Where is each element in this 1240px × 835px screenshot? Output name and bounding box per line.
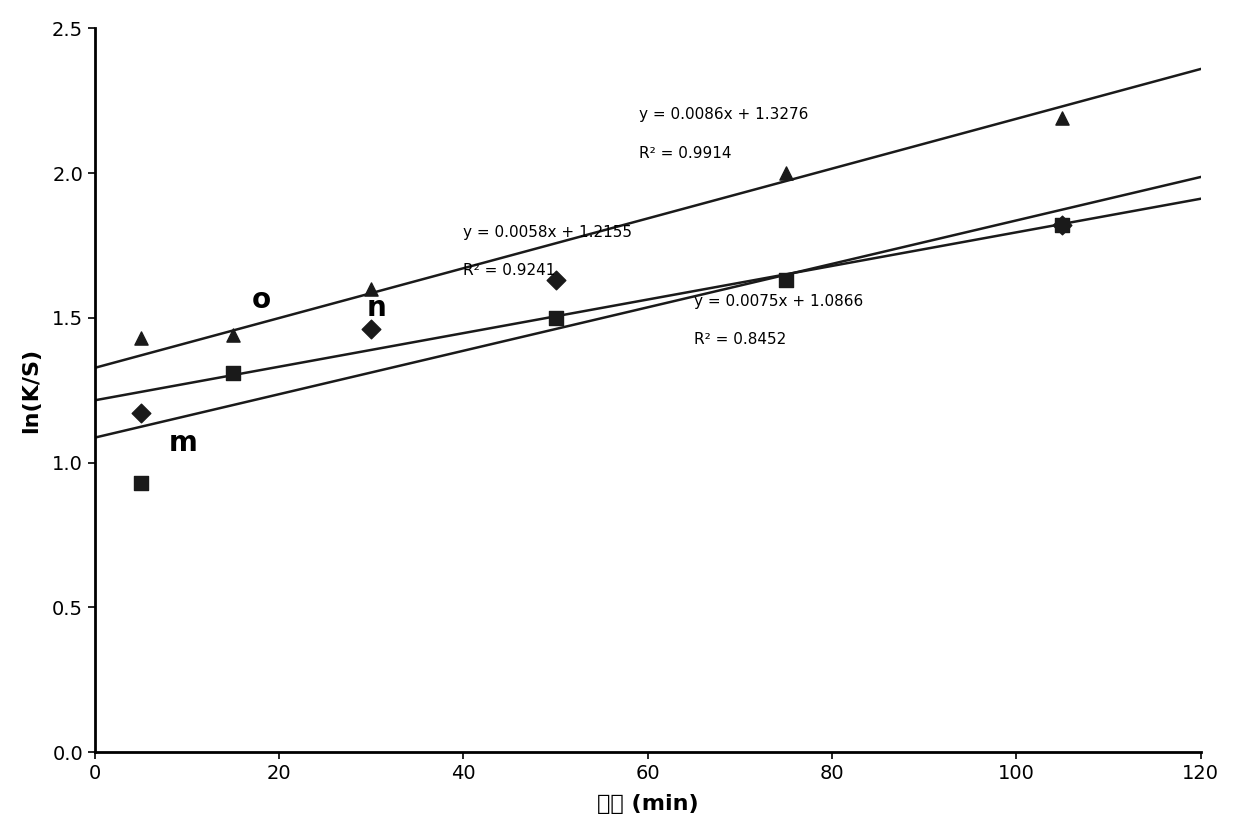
Point — [776, 166, 796, 180]
Point — [361, 282, 381, 296]
Point — [1053, 219, 1073, 232]
Text: y = 0.0058x + 1.2155: y = 0.0058x + 1.2155 — [464, 225, 632, 240]
Point — [1053, 111, 1073, 124]
Point — [131, 331, 151, 345]
Point — [546, 311, 565, 325]
Text: R² = 0.9914: R² = 0.9914 — [639, 145, 732, 160]
Text: o: o — [252, 286, 270, 314]
X-axis label: 时间 (min): 时间 (min) — [596, 794, 698, 814]
Text: m: m — [169, 429, 197, 457]
Text: y = 0.0086x + 1.3276: y = 0.0086x + 1.3276 — [639, 108, 808, 123]
Point — [776, 274, 796, 287]
Point — [546, 274, 565, 287]
Point — [223, 367, 243, 380]
Text: y = 0.0075x + 1.0866: y = 0.0075x + 1.0866 — [694, 294, 863, 309]
Point — [1053, 219, 1073, 232]
Point — [223, 329, 243, 342]
Point — [361, 323, 381, 337]
Text: n: n — [367, 294, 387, 322]
Point — [131, 407, 151, 420]
Point — [131, 476, 151, 489]
Text: R² = 0.9241: R² = 0.9241 — [464, 263, 556, 278]
Text: R² = 0.8452: R² = 0.8452 — [694, 332, 786, 347]
Y-axis label: ln(K/S): ln(K/S) — [21, 347, 41, 433]
